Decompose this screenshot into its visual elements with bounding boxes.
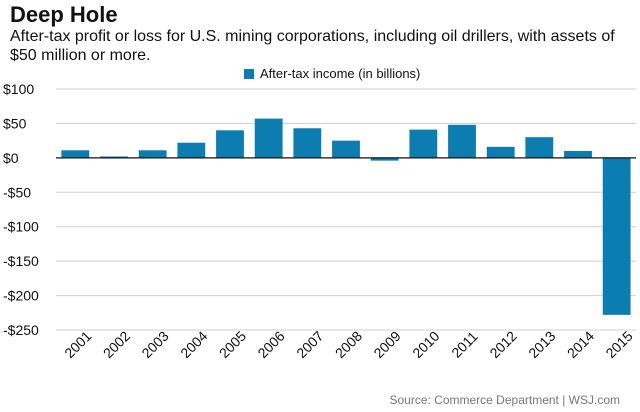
bar: [602, 157, 631, 315]
x-tick-label: 2001: [61, 328, 94, 361]
y-tick-label: $50: [3, 115, 27, 131]
x-tick-label: 2004: [177, 328, 210, 361]
x-tick-label: 2013: [525, 328, 558, 361]
y-tick-label: -$50: [3, 184, 31, 200]
legend: After-tax income (in billions): [244, 66, 420, 81]
x-tick-label: 2008: [332, 328, 365, 361]
x-tick-label: 2015: [602, 328, 635, 361]
x-tick-label: 2002: [100, 328, 133, 361]
bar: [525, 137, 554, 158]
bar: [61, 150, 90, 158]
y-tick-label: -$100: [3, 219, 39, 235]
x-tick-label: 2014: [564, 328, 597, 361]
x-tick-label: 2005: [216, 328, 249, 361]
x-tick-label: 2012: [486, 328, 519, 361]
source-note: Source: Commerce Department | WSJ.com: [389, 393, 620, 407]
bar: [409, 129, 438, 158]
bar: [138, 150, 167, 158]
y-tick-label: -$250: [3, 322, 39, 338]
y-tick-label: $0: [3, 150, 19, 166]
chart-subtitle: After-tax profit or loss for U.S. mining…: [10, 28, 615, 64]
x-tick-label: 2010: [409, 328, 442, 361]
x-tick-label: 2009: [370, 328, 403, 361]
x-tick-label: 2006: [254, 328, 287, 361]
legend-label: After-tax income (in billions): [260, 66, 421, 81]
y-tick-label: -$200: [3, 288, 39, 304]
chart-title: Deep Hole: [10, 2, 118, 27]
x-tick-label: 2007: [293, 328, 326, 361]
x-tick-label: 2003: [138, 328, 171, 361]
bar: [216, 130, 244, 158]
bar: [370, 157, 399, 161]
bar: [332, 140, 360, 158]
bar: [254, 118, 283, 158]
bar: [100, 156, 128, 158]
x-tick-label: 2011: [448, 328, 481, 361]
bar: [177, 142, 206, 158]
bar: [293, 128, 322, 158]
bar: [448, 124, 476, 158]
legend-swatch: [244, 68, 254, 79]
y-tick-label: -$150: [3, 253, 39, 269]
y-tick-label: $100: [3, 81, 34, 97]
bar: [564, 150, 592, 158]
bar: [486, 146, 515, 158]
